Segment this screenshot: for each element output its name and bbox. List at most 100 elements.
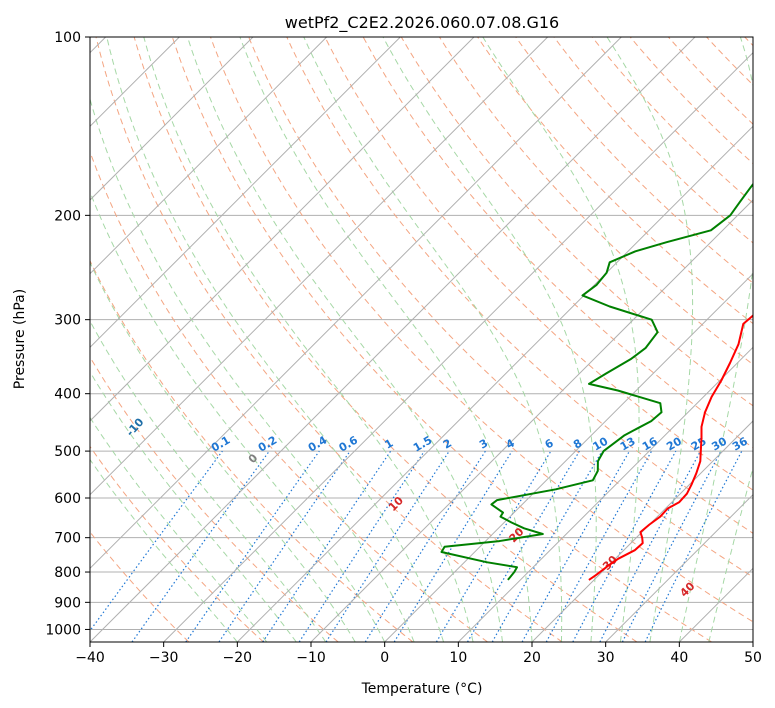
mixing-ratio-line bbox=[466, 450, 580, 642]
isotherm bbox=[605, 493, 753, 642]
mixing-ratio-line bbox=[393, 450, 513, 642]
x-tick-label: −10 bbox=[296, 650, 326, 666]
y-tick-label: 200 bbox=[54, 208, 81, 224]
isotherm bbox=[90, 37, 549, 496]
isotherm bbox=[90, 37, 696, 642]
dry-adiabats bbox=[90, 37, 753, 642]
mixing-ratio-line bbox=[298, 450, 425, 642]
dewpoint-line bbox=[440, 182, 753, 581]
moist-adiabat-label: 0 bbox=[246, 451, 261, 466]
mixing-ratio-line bbox=[90, 450, 223, 632]
y-axis-label: Pressure (hPa) bbox=[12, 289, 28, 389]
dry-adiabat bbox=[171, 37, 712, 642]
x-tick-label: −40 bbox=[75, 650, 105, 666]
moist-adiabats bbox=[90, 37, 753, 642]
moist-adiabat bbox=[678, 37, 753, 642]
isotherm bbox=[310, 199, 753, 642]
y-axis: 100 200 300 400 500 600 700 800 900 1000 bbox=[45, 30, 90, 638]
isotherm bbox=[163, 51, 753, 642]
isotherm bbox=[90, 37, 401, 349]
mixing-ratio-line bbox=[521, 450, 631, 642]
isotherm bbox=[678, 567, 753, 642]
x-tick-label: 40 bbox=[670, 650, 688, 666]
isotherm bbox=[90, 37, 475, 422]
isotherm bbox=[384, 272, 753, 642]
y-tick-label: 600 bbox=[54, 491, 81, 507]
dry-adiabat bbox=[629, 37, 753, 165]
dry-adiabat bbox=[744, 37, 753, 47]
mixing-ratio-line bbox=[364, 450, 486, 642]
temperature-line bbox=[588, 314, 753, 581]
plot-frame bbox=[89, 36, 754, 643]
isotherm bbox=[90, 37, 254, 201]
mixing-ratio-label: 2 bbox=[441, 437, 454, 452]
dry-adiabat bbox=[668, 37, 753, 125]
dry-adiabat bbox=[477, 37, 753, 325]
dry-adiabat-label: -10 bbox=[124, 415, 147, 439]
dry-adiabat bbox=[90, 150, 488, 642]
y-tick-label: 500 bbox=[54, 444, 81, 460]
x-axis-label: Temperature (°C) bbox=[361, 681, 483, 697]
moist-adiabat-label: 40 bbox=[677, 579, 697, 599]
mixing-ratio-line bbox=[599, 450, 702, 642]
mixing-ratio-lines bbox=[90, 450, 743, 642]
isotherm bbox=[752, 641, 753, 642]
moist-adiabat bbox=[90, 190, 386, 642]
x-tick-label: 10 bbox=[449, 650, 467, 666]
moist-adiabat bbox=[90, 416, 268, 642]
isotherm bbox=[90, 37, 328, 275]
dry-adiabat bbox=[438, 37, 753, 366]
isotherm bbox=[531, 420, 753, 642]
moist-adiabat bbox=[239, 37, 533, 642]
moist-adiabat bbox=[143, 37, 474, 642]
moist-adiabat bbox=[382, 37, 597, 642]
mixing-ratio-line bbox=[185, 450, 320, 642]
y-tick-label: 100 bbox=[54, 30, 81, 46]
dry-adiabat bbox=[133, 37, 638, 642]
dry-adiabat bbox=[400, 37, 753, 407]
moist-adiabat bbox=[90, 261, 356, 642]
dry-adiabat bbox=[706, 37, 753, 86]
moist-adiabat-label: 10 bbox=[386, 494, 406, 514]
y-tick-label: 800 bbox=[54, 565, 81, 581]
moist-adiabat bbox=[303, 37, 563, 642]
pressure-gridlines bbox=[90, 37, 753, 630]
moist-adiabat bbox=[187, 37, 503, 642]
y-tick-label: 700 bbox=[54, 531, 81, 547]
x-axis: −40 −30 −20 −10 0 10 20 30 40 50 bbox=[75, 642, 762, 666]
y-tick-label: 300 bbox=[54, 313, 81, 329]
isotherm bbox=[457, 346, 753, 642]
dry-adiabat bbox=[553, 37, 753, 244]
x-tick-label: 0 bbox=[380, 650, 389, 666]
x-tick-label: −30 bbox=[149, 650, 179, 666]
chart-title: wetPf2_C2E2.2026.060.07.08.G16 bbox=[285, 13, 559, 33]
moist-adiabat bbox=[90, 370, 297, 642]
moist-adiabat bbox=[106, 37, 445, 642]
moist-adiabat bbox=[708, 465, 753, 642]
x-tick-label: −20 bbox=[223, 650, 253, 666]
mixing-ratio-label: 6 bbox=[543, 436, 556, 451]
mixing-ratio-line bbox=[262, 450, 392, 642]
moist-adiabat bbox=[90, 320, 327, 642]
mixing-ratio-line bbox=[218, 450, 351, 642]
dry-adiabat bbox=[90, 259, 414, 642]
dry-adiabat bbox=[95, 37, 563, 642]
plot-area: 0.10.20.40.611.52346810131620253036-100-… bbox=[90, 37, 753, 642]
moist-adiabat bbox=[90, 458, 238, 642]
dry-adiabat bbox=[286, 37, 753, 534]
dry-adiabat bbox=[90, 531, 190, 642]
moist-adiabat bbox=[90, 97, 415, 642]
x-tick-label: 20 bbox=[523, 650, 541, 666]
moist-adiabat bbox=[606, 37, 694, 642]
x-tick-label: 30 bbox=[597, 650, 615, 666]
isotherm bbox=[90, 37, 622, 570]
mixing-ratio-line bbox=[644, 450, 743, 642]
x-tick-label: 50 bbox=[744, 650, 762, 666]
mixing-ratio-label: 4 bbox=[504, 436, 517, 451]
dry-adiabat bbox=[90, 356, 339, 642]
mixing-ratio-line bbox=[545, 450, 653, 642]
y-tick-label: 1000 bbox=[45, 622, 81, 638]
dry-adiabat bbox=[248, 37, 753, 578]
mixing-ratio-line bbox=[131, 450, 270, 642]
